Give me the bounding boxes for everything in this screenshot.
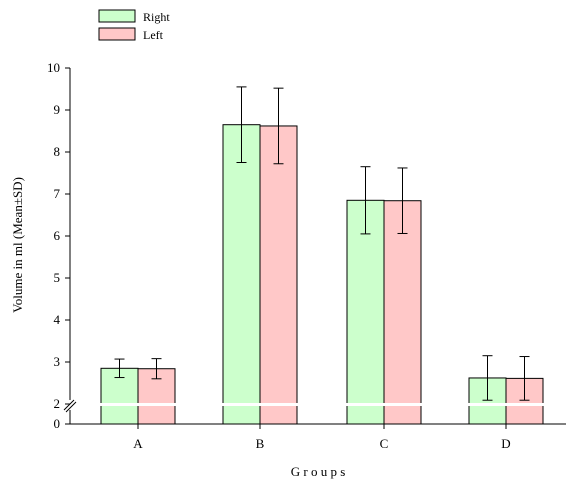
bar-B-left bbox=[259, 125, 298, 425]
y-axis-label: Volume in ml (Mean±SD) bbox=[10, 177, 25, 313]
x-tick-label-A: A bbox=[133, 436, 143, 451]
legend-swatch-right bbox=[98, 9, 136, 23]
axes: 0 2 3 4 5 6 7 8 9 10 A B C D bbox=[47, 60, 566, 451]
bars bbox=[100, 124, 544, 425]
bar-C-right bbox=[346, 199, 385, 425]
y-tick-label-6: 6 bbox=[54, 228, 61, 243]
bar-B-right bbox=[222, 124, 261, 425]
bar-C-left bbox=[383, 200, 422, 425]
y-tick-label-7: 7 bbox=[54, 186, 61, 201]
y-axis-break-mark-2 bbox=[65, 401, 77, 413]
x-tick-label-B: B bbox=[256, 436, 265, 451]
error-bar-B-right bbox=[236, 86, 247, 163]
error-bar-D-right bbox=[482, 355, 493, 401]
y-tick-label-10: 10 bbox=[47, 60, 60, 75]
legend: Right Left bbox=[98, 9, 170, 42]
y-tick-label-8: 8 bbox=[54, 144, 61, 159]
error-bars bbox=[114, 86, 530, 401]
x-tick-label-D: D bbox=[501, 436, 510, 451]
y-tick-label-2: 2 bbox=[54, 396, 61, 411]
legend-label-right: Right bbox=[143, 10, 170, 24]
y-tick-label-5: 5 bbox=[54, 270, 61, 285]
axis-break-band bbox=[72, 403, 566, 406]
error-bar-A-left bbox=[151, 358, 162, 380]
legend-label-left: Left bbox=[143, 28, 164, 42]
legend-swatch-left bbox=[98, 27, 136, 41]
x-axis-label: G r o u p s bbox=[291, 464, 346, 479]
y-tick-label-9: 9 bbox=[54, 102, 61, 117]
x-tick-label-C: C bbox=[380, 436, 389, 451]
bar-A-left bbox=[137, 368, 176, 425]
y-tick-label-3: 3 bbox=[54, 354, 61, 369]
y-tick-label-0: 0 bbox=[54, 416, 61, 431]
error-bar-D-left bbox=[519, 356, 530, 401]
y-axis-break-mark-1 bbox=[63, 399, 75, 411]
error-bar-C-right bbox=[360, 166, 371, 235]
error-bar-A-right bbox=[114, 358, 125, 379]
error-bar-B-left bbox=[273, 87, 284, 165]
error-bar-C-left bbox=[397, 167, 408, 234]
y-tick-label-4: 4 bbox=[54, 312, 61, 327]
